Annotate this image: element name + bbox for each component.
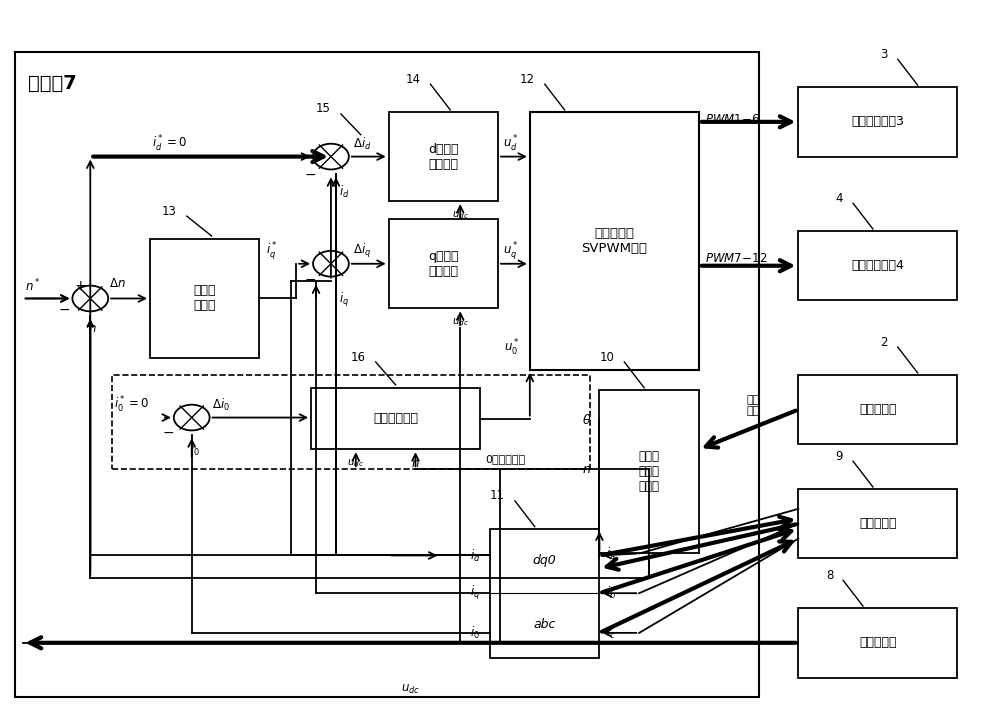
Text: 10: 10	[599, 351, 614, 364]
Text: $i_0$: $i_0$	[190, 442, 200, 459]
Text: 8: 8	[826, 569, 833, 582]
Text: 位置及
速度计
算模块: 位置及 速度计 算模块	[639, 450, 660, 493]
Text: $n$: $n$	[411, 457, 420, 470]
Text: 11: 11	[490, 490, 505, 503]
Text: $u_{dc}$: $u_{dc}$	[452, 316, 469, 328]
Text: $u_{dc}$: $u_{dc}$	[401, 683, 420, 696]
Text: $i_d^*=0$: $i_d^*=0$	[152, 134, 187, 154]
Text: 电压传感器: 电压传感器	[859, 636, 897, 649]
Bar	[150, 239, 259, 358]
Text: 位置
信号: 位置 信号	[747, 395, 760, 416]
Bar	[798, 608, 957, 678]
Bar	[389, 112, 498, 201]
Text: 谐波抑制模块: 谐波抑制模块	[373, 412, 418, 425]
Text: 4: 4	[836, 192, 843, 204]
Text: 两电平逆变器3: 两电平逆变器3	[851, 115, 904, 128]
Text: 转速调
节模块: 转速调 节模块	[193, 284, 216, 312]
Text: $\Delta i_d$: $\Delta i_d$	[353, 135, 371, 152]
Text: $PWM1\!-\!6$: $PWM1\!-\!6$	[705, 113, 761, 127]
Bar	[798, 231, 957, 300]
Text: 12: 12	[520, 73, 535, 86]
Bar	[530, 112, 699, 370]
Text: abc: abc	[534, 618, 556, 631]
Text: 两电平逆变器4: 两电平逆变器4	[851, 259, 904, 272]
Text: $-$: $-$	[304, 271, 316, 286]
Text: $i_b$: $i_b$	[606, 585, 617, 601]
Text: $\theta$: $\theta$	[582, 413, 591, 426]
Bar	[798, 375, 957, 444]
Bar	[490, 528, 599, 657]
Bar	[112, 375, 590, 469]
Text: 14: 14	[405, 73, 420, 86]
Text: $i_q^*$: $i_q^*$	[266, 240, 278, 262]
Bar	[599, 390, 699, 554]
Text: q轴电流
调节模块: q轴电流 调节模块	[428, 250, 459, 278]
Text: $-$: $-$	[58, 302, 70, 315]
Text: dq0: dq0	[533, 554, 557, 567]
Text: $i_d$: $i_d$	[339, 184, 349, 200]
Text: $n$: $n$	[582, 463, 591, 476]
Text: 16: 16	[351, 351, 366, 364]
Text: 3: 3	[880, 48, 888, 61]
Text: $-$: $-$	[304, 166, 316, 181]
Bar	[798, 489, 957, 559]
Text: $u_{dc}$: $u_{dc}$	[347, 457, 364, 469]
Text: 0轴电流闭环: 0轴电流闭环	[485, 454, 525, 464]
Text: $\Delta i_q$: $\Delta i_q$	[353, 242, 371, 260]
Text: $-$: $-$	[162, 425, 174, 438]
Bar	[798, 87, 957, 156]
Text: 13: 13	[162, 204, 177, 217]
Text: 无零序电压
SVPWM模块: 无零序电压 SVPWM模块	[581, 227, 647, 255]
Text: $n^*$: $n^*$	[25, 277, 40, 294]
Text: $i_0^*=0$: $i_0^*=0$	[114, 395, 149, 415]
Text: $PWM7\!-\!12$: $PWM7\!-\!12$	[705, 252, 768, 265]
Text: $i_q$: $i_q$	[339, 291, 349, 309]
Text: $u_d^*$: $u_d^*$	[503, 134, 519, 154]
Text: $i_0$: $i_0$	[470, 625, 480, 641]
Text: $\Delta n$: $\Delta n$	[109, 277, 126, 290]
Text: $u_{dc}$: $u_{dc}$	[452, 210, 469, 221]
Bar	[15, 53, 759, 698]
Bar	[389, 219, 498, 308]
Text: $i_d$: $i_d$	[470, 547, 480, 564]
Text: $n$: $n$	[88, 323, 97, 336]
Bar	[311, 388, 480, 449]
Text: 控制器7: 控制器7	[28, 74, 76, 93]
Text: 15: 15	[316, 102, 331, 115]
Text: $i_c$: $i_c$	[606, 625, 616, 641]
Text: $u_q^*$: $u_q^*$	[503, 240, 519, 262]
Text: $\Delta i_0$: $\Delta i_0$	[212, 397, 230, 413]
Text: 9: 9	[836, 450, 843, 463]
Text: $u_0^*$: $u_0^*$	[504, 338, 520, 358]
Text: +: +	[74, 279, 86, 292]
Text: $i_a$: $i_a$	[606, 546, 616, 562]
Text: d轴电流
调节模块: d轴电流 调节模块	[428, 143, 459, 171]
Text: 位置传感器: 位置传感器	[859, 403, 897, 416]
Text: 2: 2	[880, 336, 888, 348]
Text: $i_q$: $i_q$	[470, 584, 480, 602]
Text: 电流传感器: 电流传感器	[859, 517, 897, 530]
